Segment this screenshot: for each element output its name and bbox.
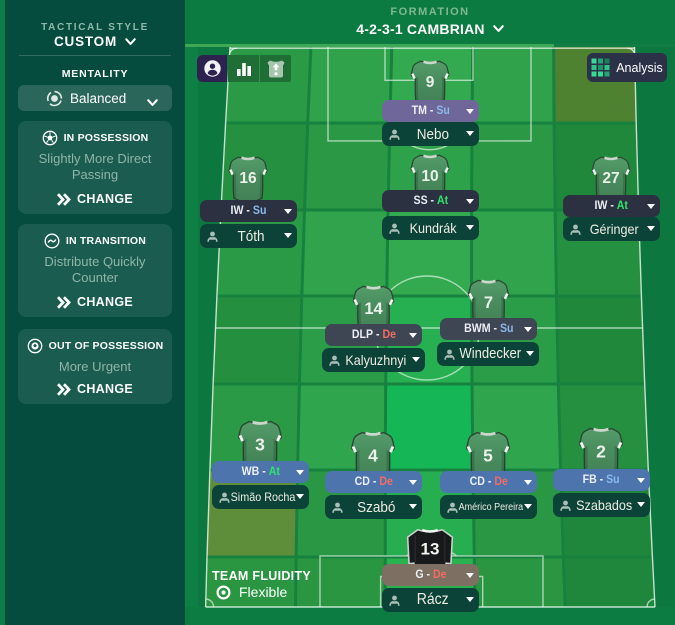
svg-text:14: 14 <box>364 300 383 318</box>
svg-text:27: 27 <box>602 170 619 187</box>
svg-text:13: 13 <box>421 540 440 559</box>
svg-text:7: 7 <box>484 294 493 312</box>
svg-text:9: 9 <box>426 74 435 91</box>
svg-text:4: 4 <box>368 446 378 466</box>
svg-text:2: 2 <box>596 442 606 462</box>
svg-text:5: 5 <box>483 446 493 466</box>
svg-text:16: 16 <box>239 170 257 187</box>
svg-text:10: 10 <box>421 168 438 185</box>
svg-text:3: 3 <box>255 435 265 455</box>
